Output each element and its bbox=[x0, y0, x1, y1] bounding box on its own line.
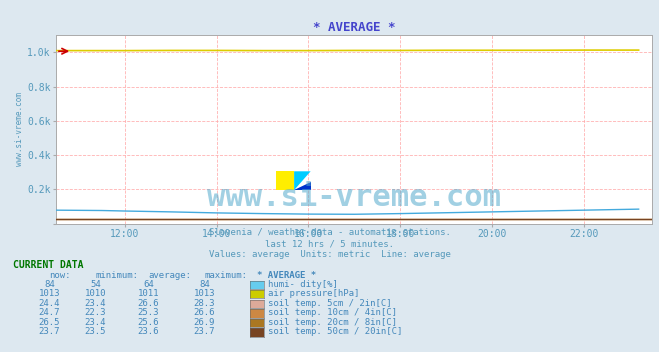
Text: soil temp. 50cm / 20in[C]: soil temp. 50cm / 20in[C] bbox=[268, 327, 402, 337]
Text: soil temp. 10cm / 4in[C]: soil temp. 10cm / 4in[C] bbox=[268, 308, 397, 318]
Text: 1013: 1013 bbox=[39, 289, 60, 298]
Text: air pressure[hPa]: air pressure[hPa] bbox=[268, 289, 359, 298]
Text: maximum:: maximum: bbox=[204, 271, 247, 280]
Text: average:: average: bbox=[148, 271, 191, 280]
Text: www.si-vreme.com: www.si-vreme.com bbox=[207, 183, 501, 212]
Text: minimum:: minimum: bbox=[96, 271, 138, 280]
Text: 84: 84 bbox=[44, 280, 55, 289]
Text: 23.7: 23.7 bbox=[39, 327, 60, 337]
Text: humi- dity[%]: humi- dity[%] bbox=[268, 280, 337, 289]
Text: 1013: 1013 bbox=[194, 289, 215, 298]
Text: soil temp. 5cm / 2in[C]: soil temp. 5cm / 2in[C] bbox=[268, 299, 391, 308]
Text: 25.3: 25.3 bbox=[138, 308, 159, 318]
Text: 64: 64 bbox=[143, 280, 154, 289]
Text: 23.5: 23.5 bbox=[85, 327, 106, 337]
Text: 22.3: 22.3 bbox=[85, 308, 106, 318]
Text: 84: 84 bbox=[199, 280, 210, 289]
Text: 23.6: 23.6 bbox=[138, 327, 159, 337]
Text: 23.7: 23.7 bbox=[194, 327, 215, 337]
Text: 26.5: 26.5 bbox=[39, 318, 60, 327]
Text: soil temp. 20cm / 8in[C]: soil temp. 20cm / 8in[C] bbox=[268, 318, 397, 327]
Polygon shape bbox=[276, 171, 294, 190]
Text: now:: now: bbox=[49, 271, 71, 280]
Text: 28.3: 28.3 bbox=[194, 299, 215, 308]
Text: 26.6: 26.6 bbox=[138, 299, 159, 308]
Text: 24.4: 24.4 bbox=[39, 299, 60, 308]
Text: 54: 54 bbox=[90, 280, 101, 289]
Text: 23.4: 23.4 bbox=[85, 299, 106, 308]
Text: 25.6: 25.6 bbox=[138, 318, 159, 327]
Text: 24.7: 24.7 bbox=[39, 308, 60, 318]
Text: CURRENT DATA: CURRENT DATA bbox=[13, 260, 84, 270]
Text: 23.4: 23.4 bbox=[85, 318, 106, 327]
Text: Values: average  Units: metric  Line: average: Values: average Units: metric Line: aver… bbox=[208, 250, 451, 259]
Text: 26.6: 26.6 bbox=[194, 308, 215, 318]
Polygon shape bbox=[294, 182, 310, 190]
Text: 1010: 1010 bbox=[85, 289, 106, 298]
Text: last 12 hrs / 5 minutes.: last 12 hrs / 5 minutes. bbox=[265, 239, 394, 248]
Text: Slovenia / weather data - automatic stations.: Slovenia / weather data - automatic stat… bbox=[208, 228, 451, 237]
Text: * AVERAGE *: * AVERAGE * bbox=[257, 271, 316, 280]
Y-axis label: www.si-vreme.com: www.si-vreme.com bbox=[15, 92, 24, 166]
Title: * AVERAGE *: * AVERAGE * bbox=[313, 21, 395, 34]
Text: 26.9: 26.9 bbox=[194, 318, 215, 327]
Text: 1011: 1011 bbox=[138, 289, 159, 298]
Polygon shape bbox=[294, 171, 310, 190]
